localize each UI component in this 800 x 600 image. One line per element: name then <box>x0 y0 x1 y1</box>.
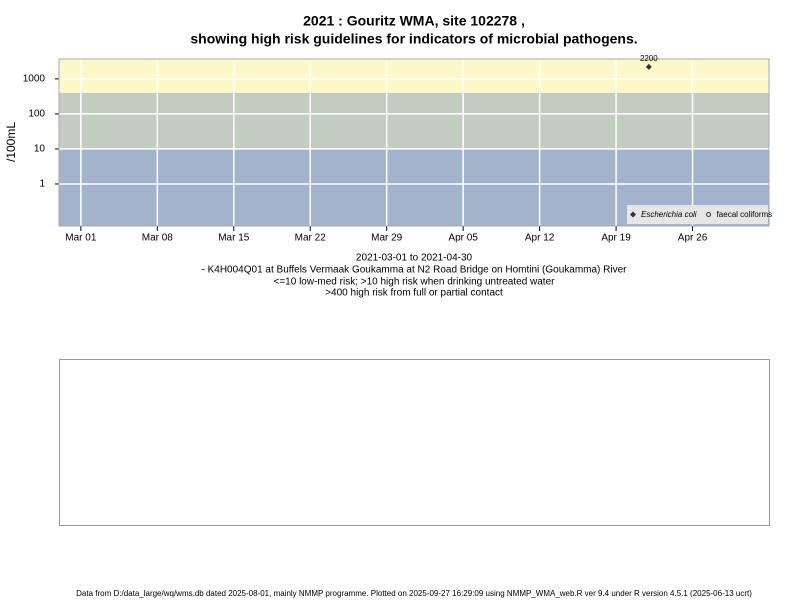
x-tick-label: Mar 01 <box>65 233 97 244</box>
risk-band <box>59 59 769 93</box>
x-tick-label: Apr 05 <box>448 233 478 244</box>
data-label: 2200 <box>640 54 658 63</box>
y-tick-label: 100 <box>28 109 45 120</box>
note: 2021-03-01 to 2021-04-30 <box>356 253 473 264</box>
note: - K4H004Q01 at Buffels Vermaak Goukamma … <box>202 265 628 276</box>
plot-frame <box>58 58 770 227</box>
point <box>645 63 652 70</box>
x-tick-label: Mar 29 <box>371 233 403 244</box>
y-tick-label: 1000 <box>23 74 46 85</box>
footer: Data from D:/data_large/wq/wms.db dated … <box>76 589 752 598</box>
chart-title: 2021 : Gouritz WMA, site 102278 , <box>303 13 525 29</box>
note: <=10 low-med risk; >10 high risk when dr… <box>274 277 556 288</box>
note: >400 high risk from full or partial cont… <box>325 288 503 299</box>
x-tick-label: Mar 22 <box>295 233 327 244</box>
legend-entry: faecal coliforms <box>717 210 773 219</box>
legend-marker <box>630 211 636 218</box>
y-tick-label: 1 <box>39 179 45 190</box>
chart-title: showing high risk guidelines for indicat… <box>190 31 637 47</box>
x-tick-label: Apr 12 <box>525 233 555 244</box>
legend-entry: Escherichia coli <box>641 210 697 219</box>
x-tick-label: Mar 08 <box>142 233 174 244</box>
empty-panel <box>59 359 770 526</box>
x-tick-label: Apr 19 <box>601 233 631 244</box>
x-tick-label: Apr 26 <box>678 233 708 244</box>
legend-marker <box>706 212 712 217</box>
y-axis-label: /100mL <box>4 122 18 162</box>
risk-band <box>59 92 769 149</box>
y-tick-label: 10 <box>34 144 46 155</box>
x-tick-label: Mar 15 <box>218 233 250 244</box>
legend-box <box>627 205 768 224</box>
